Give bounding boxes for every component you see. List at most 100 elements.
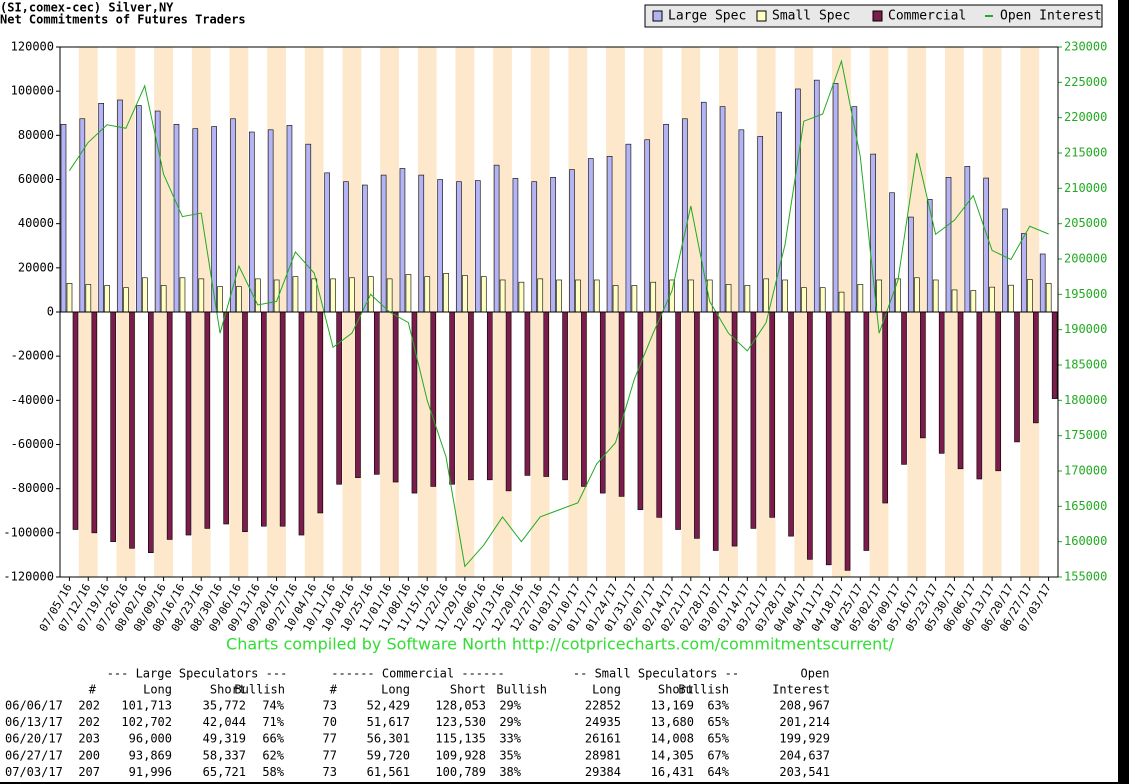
table-cell: 22852 <box>585 699 621 713</box>
y2-tick-label: 215000 <box>1064 146 1107 160</box>
bar <box>311 278 318 313</box>
bar <box>706 279 713 313</box>
table-header: # <box>89 683 97 697</box>
table-cell: 58,337 <box>203 748 246 762</box>
table-cell: 26161 <box>585 732 621 746</box>
bar <box>569 169 575 313</box>
table-cell: 115,135 <box>435 732 486 746</box>
table-cell: 101,713 <box>121 699 172 713</box>
y2-tick-label: 225000 <box>1064 75 1107 89</box>
bar <box>317 311 324 514</box>
table-cell: 102,702 <box>121 715 172 729</box>
bar <box>807 311 813 560</box>
bar <box>60 123 67 313</box>
table-header: Long <box>381 683 410 697</box>
table-cell: 16,431 <box>651 765 694 779</box>
bar <box>343 181 349 313</box>
bar <box>938 311 945 454</box>
bar <box>1014 311 1020 443</box>
bar <box>236 286 242 313</box>
plot-border <box>59 46 1059 578</box>
bar <box>876 279 882 313</box>
bar <box>148 311 154 554</box>
bar <box>813 79 820 313</box>
table-cell: 73 <box>323 699 337 713</box>
table-cell: 202 <box>78 715 100 729</box>
bar <box>324 172 330 313</box>
bar <box>449 311 455 485</box>
table-cell: 38% <box>499 765 521 779</box>
table-cell: 203 <box>78 732 100 746</box>
bar <box>160 285 167 313</box>
bar <box>932 279 939 313</box>
table-cell: 06/27/17 <box>5 748 63 762</box>
y2-tick-label: 180000 <box>1064 393 1107 407</box>
bar <box>581 311 587 487</box>
table-cell: 59,720 <box>367 748 410 762</box>
bar <box>644 139 651 313</box>
bar <box>788 311 794 537</box>
bar <box>1051 311 1058 399</box>
table-cell: 207 <box>78 765 100 779</box>
table-header: Short <box>450 683 486 697</box>
bar <box>531 181 538 313</box>
bar <box>688 279 694 313</box>
bar <box>650 281 657 313</box>
y-tick-label: 100000 <box>11 84 54 98</box>
bar <box>336 311 342 485</box>
bar <box>618 311 625 497</box>
y2-tick-label: 170000 <box>1064 464 1107 478</box>
bar <box>305 143 312 313</box>
table-cell: 13,680 <box>651 715 694 729</box>
bar <box>719 106 726 313</box>
legend-label: Commercial <box>888 9 966 24</box>
bar <box>279 311 286 527</box>
y-tick-label: 80000 <box>18 128 54 142</box>
table-cell: 42,044 <box>203 715 246 729</box>
table-cell: 64% <box>707 765 729 779</box>
bar <box>682 118 688 313</box>
bar <box>286 125 293 313</box>
bar <box>173 123 180 313</box>
bar <box>179 277 186 313</box>
bar <box>1027 279 1033 313</box>
bar <box>361 184 368 313</box>
bar <box>625 143 632 313</box>
table-header: Short <box>658 683 694 697</box>
y-tick-label: -60000 <box>11 437 54 451</box>
y2-tick-label: 175000 <box>1064 428 1107 442</box>
bar <box>550 176 556 313</box>
bar <box>989 286 995 313</box>
bar <box>694 311 700 539</box>
y-tick-label: 60000 <box>18 172 54 186</box>
y2-tick-label: 155000 <box>1064 570 1107 584</box>
table-cell: 77 <box>323 748 337 762</box>
table-header: Short <box>210 683 246 697</box>
bar <box>731 311 738 547</box>
bar <box>675 311 681 530</box>
table-cell: 24935 <box>585 715 621 729</box>
bar <box>437 179 443 313</box>
bar <box>493 164 500 313</box>
table-group-header: ------ Commercial ------ <box>331 667 504 681</box>
bar <box>562 311 568 481</box>
table-cell: 49,319 <box>203 732 246 746</box>
table-cell: 70 <box>323 715 337 729</box>
bar <box>951 289 958 313</box>
bar <box>204 311 211 529</box>
table-cell: 07/03/17 <box>5 765 63 779</box>
table-header: Bullish <box>234 683 285 697</box>
bar <box>524 311 531 476</box>
table-cell: 208,967 <box>779 699 830 713</box>
table-cell: 109,928 <box>435 748 486 762</box>
bar <box>480 276 487 313</box>
bar <box>995 311 1001 472</box>
table-group-header: -- Small Speculators -- <box>573 667 739 681</box>
bar <box>763 278 770 313</box>
table-cell: 63% <box>707 699 729 713</box>
bar <box>298 311 305 536</box>
bar <box>110 311 116 542</box>
table-cell: 203,541 <box>779 765 830 779</box>
bar <box>606 156 613 313</box>
